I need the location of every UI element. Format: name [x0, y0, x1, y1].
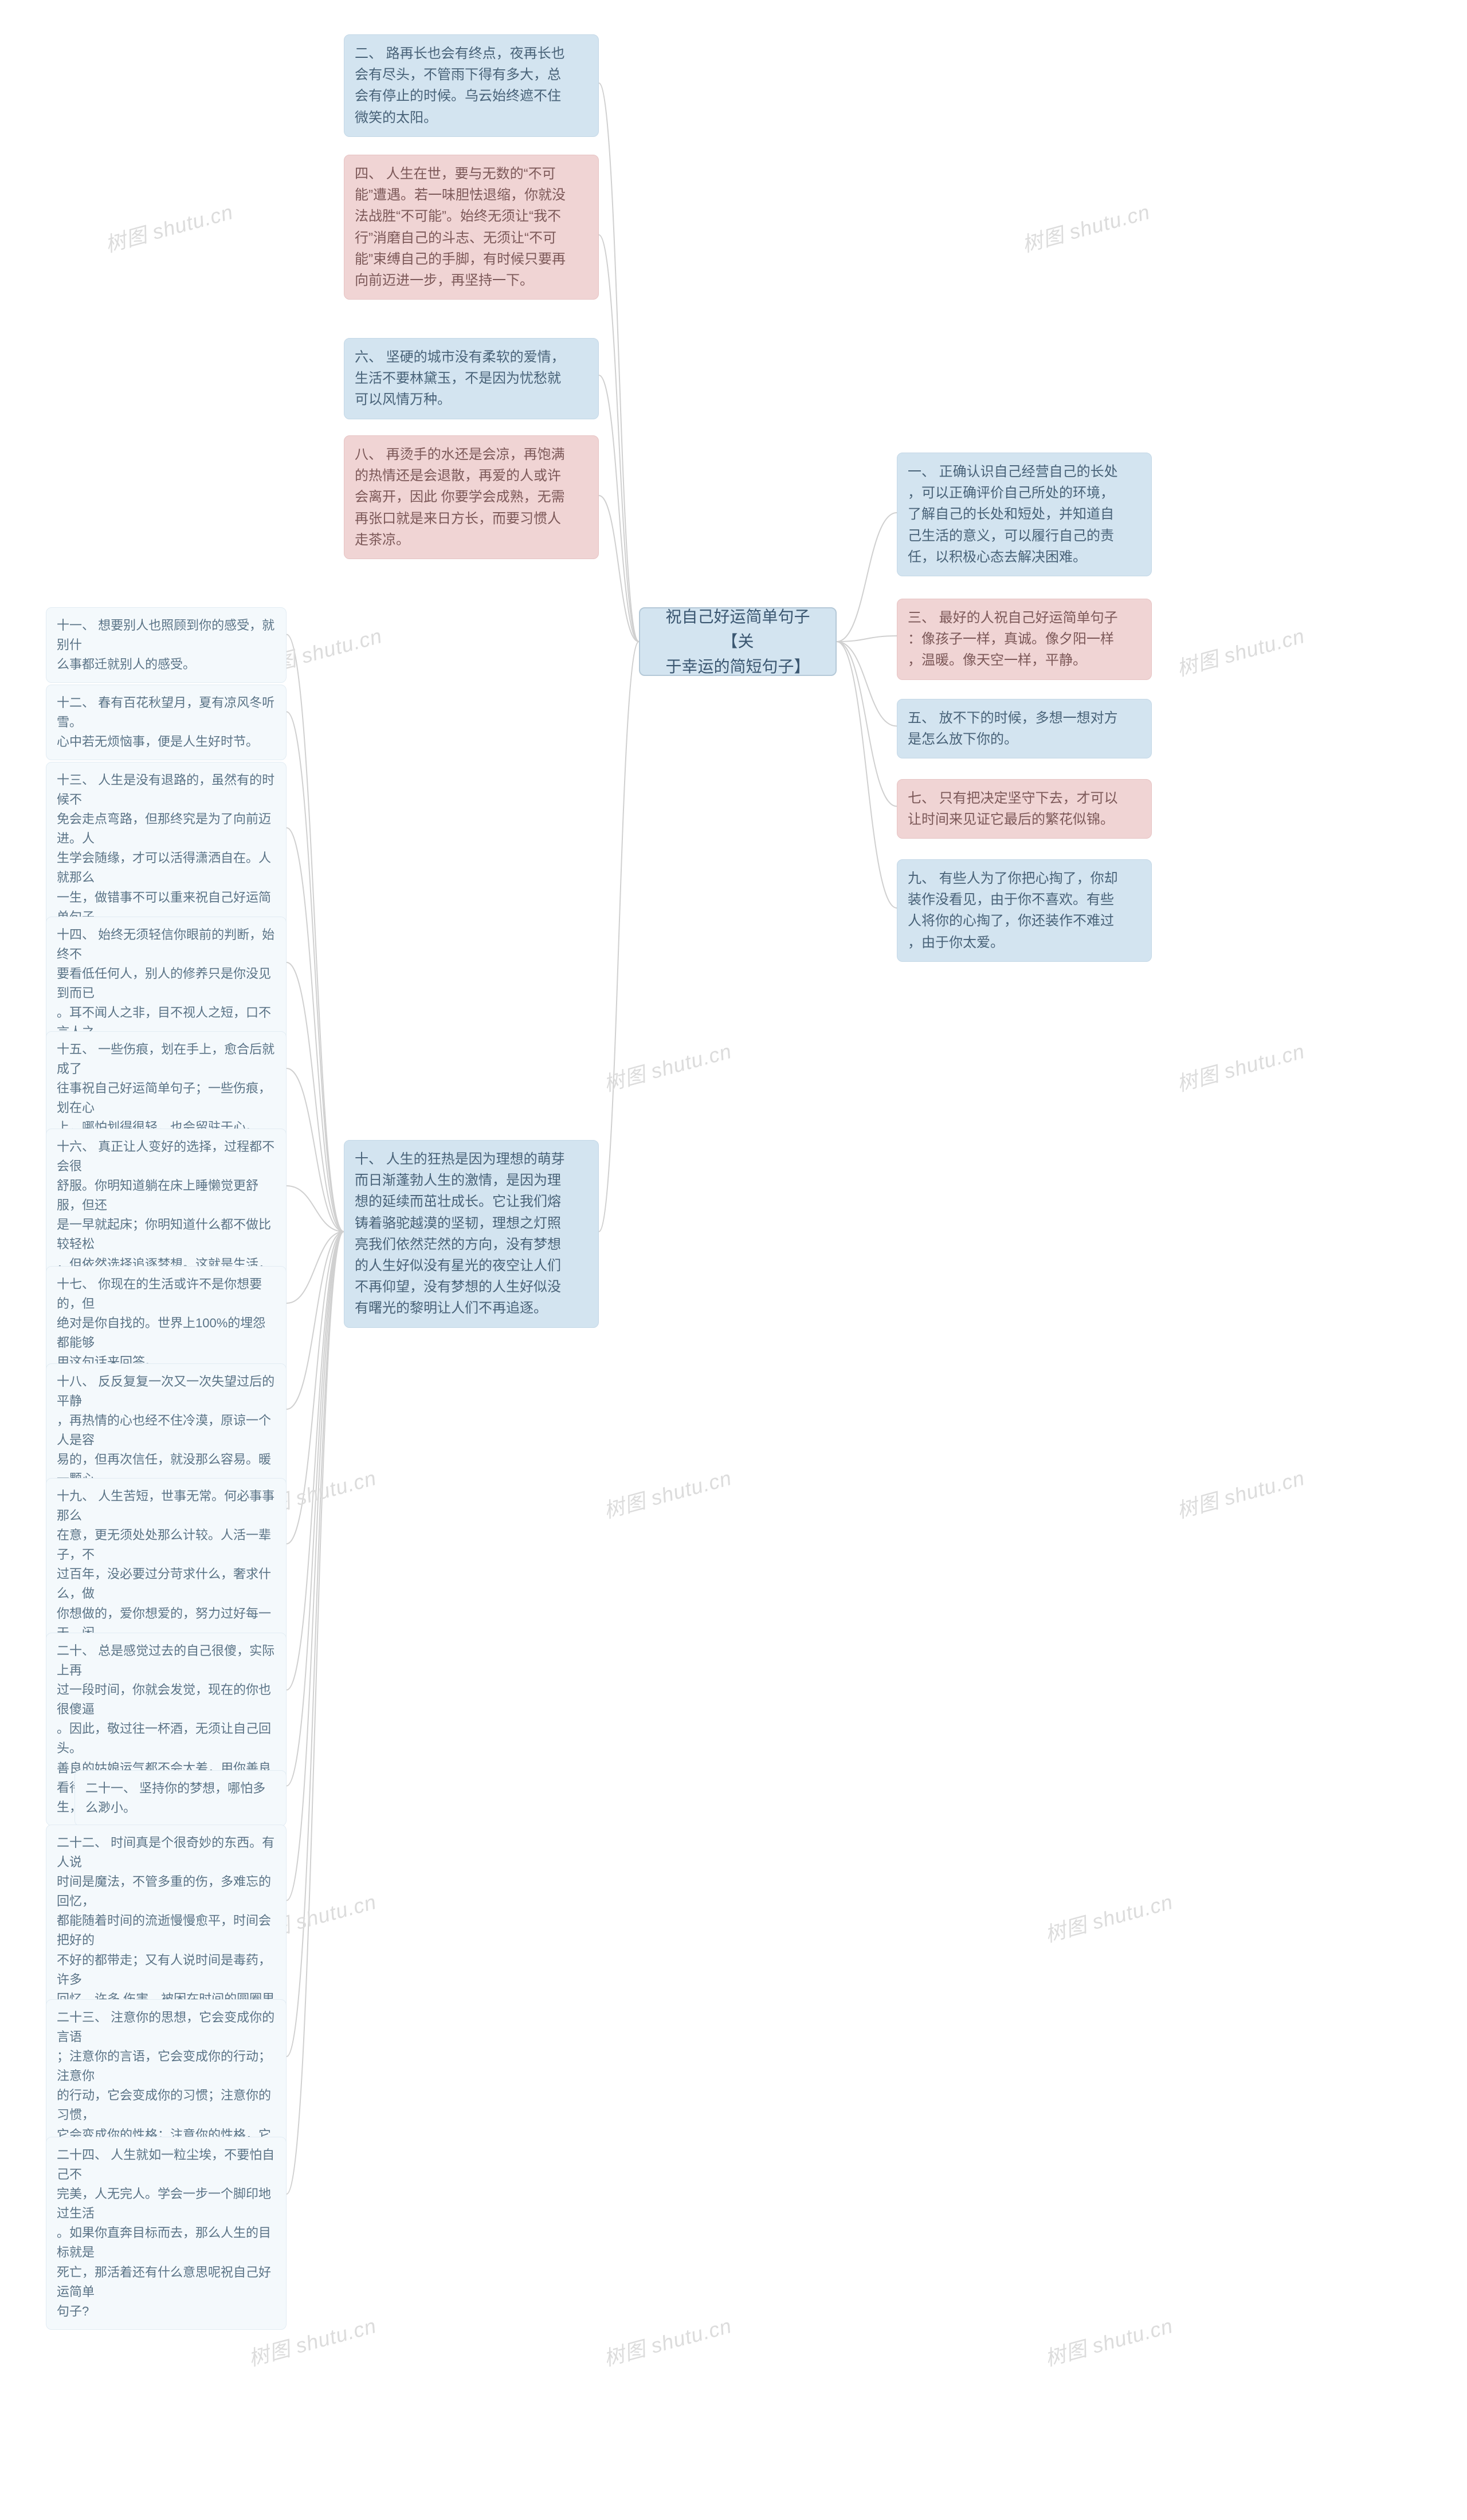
watermark: 树图 shutu.cn: [1018, 195, 1153, 258]
watermark: 树图 shutu.cn: [1173, 1461, 1308, 1524]
branch-node[interactable]: 九、 有些人为了你把心掏了，你却 装作没看见，由于你不喜欢。有些 人将你的心掏了…: [897, 859, 1152, 962]
mindmap-canvas: 树图 shutu.cn 树图 shutu.cn 树图 shutu.cn 树图 shut…: [0, 0, 1467, 2520]
sub-node[interactable]: 十一、 想要别人也照顾到你的感受，就别什 么事都迁就别人的感受。: [46, 607, 287, 683]
sub-node[interactable]: 二十一、 坚持你的梦想，哪怕多么渺小。: [74, 1770, 287, 1826]
branch-node[interactable]: 四、 人生在世，要与无数的“不可 能”遭遇。若一味胆怯退缩，你就没 法战胜“不可…: [344, 155, 599, 300]
watermark: 树图 shutu.cn: [1173, 619, 1308, 682]
sub-node[interactable]: 二十四、 人生就如一粒尘埃，不要怕自己不 完美，人无完人。学会一步一个脚印地过生…: [46, 2137, 287, 2330]
branch-node[interactable]: 三、 最好的人祝自己好运简单句子 ：像孩子一样，真诚。像夕阳一样 ，温暖。像天空…: [897, 599, 1152, 680]
branch-node[interactable]: 七、 只有把决定坚守下去，才可以 让时间来见证它最后的繁花似锦。: [897, 779, 1152, 839]
watermark: 树图 shutu.cn: [600, 1035, 735, 1098]
branch-node[interactable]: 一、 正确认识自己经营自己的长处 ，可以正确评价自己所处的环境， 了解自己的长处…: [897, 453, 1152, 576]
watermark: 树图 shutu.cn: [1173, 1035, 1308, 1098]
sub-node[interactable]: 十二、 春有百花秋望月，夏有凉风冬听雪。 心中若无烦恼事，便是人生好时节。: [46, 685, 287, 760]
branch-node[interactable]: 二、 路再长也会有终点，夜再长也 会有尽头，不管雨下得有多大，总 会有停止的时候…: [344, 34, 599, 137]
watermark: 树图 shutu.cn: [101, 195, 236, 258]
center-topic[interactable]: 祝自己好运简单句子【关 于幸运的简短句子】: [639, 607, 837, 676]
branch-node[interactable]: 八、 再烫手的水还是会凉，再饱满 的热情还是会退散，再爱的人或许 会离开，因此 …: [344, 435, 599, 559]
branch-node[interactable]: 十、 人生的狂热是因为理想的萌芽 而日渐蓬勃人生的激情，是因为理 想的延续而茁壮…: [344, 1140, 599, 1328]
branch-node[interactable]: 五、 放不下的时候，多想一想对方 是怎么放下你的。: [897, 699, 1152, 758]
watermark: 树图 shutu.cn: [600, 2309, 735, 2372]
watermark: 树图 shutu.cn: [1041, 2309, 1176, 2372]
watermark: 树图 shutu.cn: [1041, 1885, 1176, 1948]
branch-node[interactable]: 六、 坚硬的城市没有柔软的爱情， 生活不要林黛玉，不是因为忧愁就 可以风情万种。: [344, 338, 599, 419]
watermark: 树图 shutu.cn: [600, 1461, 735, 1524]
